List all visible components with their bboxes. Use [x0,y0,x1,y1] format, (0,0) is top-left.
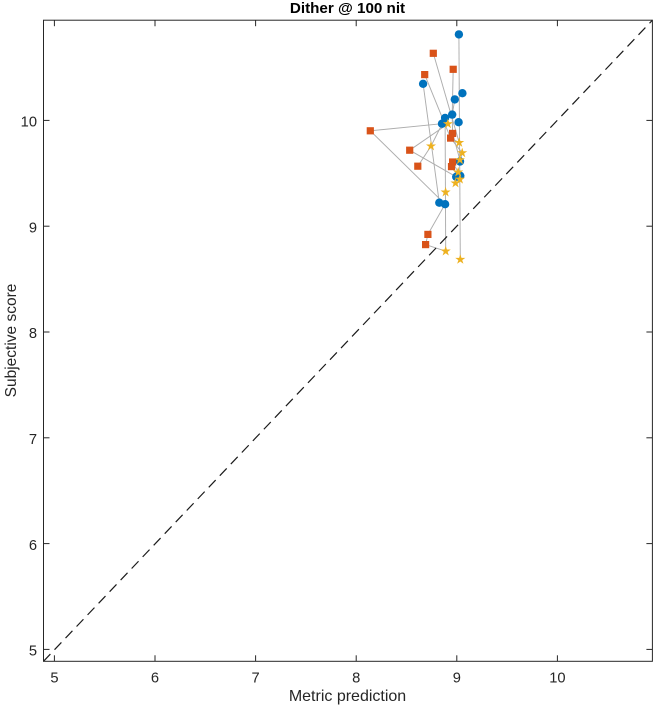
svg-text:7: 7 [29,432,37,448]
svg-text:10: 10 [21,115,37,131]
svg-text:Metric prediction: Metric prediction [289,688,406,705]
svg-text:6: 6 [151,671,159,687]
svg-text:Subjective score: Subjective score [3,284,20,398]
svg-text:8: 8 [29,326,37,342]
svg-text:Dither @ 100 nit: Dither @ 100 nit [290,0,405,17]
svg-text:5: 5 [29,644,37,660]
svg-text:9: 9 [453,671,461,687]
svg-text:8: 8 [352,671,360,687]
svg-text:7: 7 [252,671,260,687]
svg-text:10: 10 [549,671,565,687]
svg-text:6: 6 [29,538,37,554]
svg-text:9: 9 [29,220,37,236]
svg-text:5: 5 [50,671,58,687]
